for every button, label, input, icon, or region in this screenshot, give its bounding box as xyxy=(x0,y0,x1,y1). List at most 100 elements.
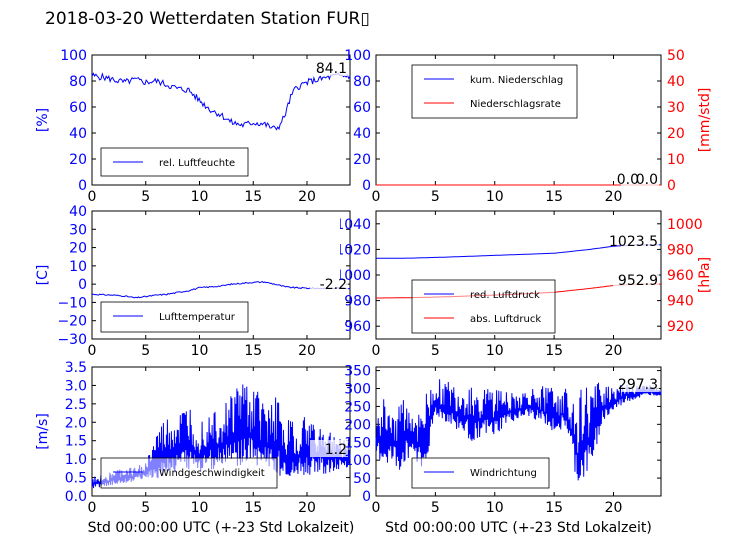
y-tick-label: 2.5 xyxy=(65,397,87,413)
legend-box xyxy=(411,64,578,119)
x-tick-label: 10 xyxy=(191,189,209,205)
y-tick-label: 20 xyxy=(353,152,371,168)
y2-tick-label: 1000 xyxy=(667,217,703,233)
plot-frame xyxy=(91,366,351,497)
y-tick-label: 100 xyxy=(344,453,371,469)
x-tick-label: 0 xyxy=(372,500,381,516)
current-value-label: 1.2 xyxy=(325,442,347,458)
plot-frame xyxy=(91,210,351,340)
y2-tick-label: 40 xyxy=(667,74,685,90)
current-value-background xyxy=(310,59,348,76)
x-tick-label: 15 xyxy=(244,189,262,205)
x-tick-label: 0 xyxy=(88,500,97,516)
precipitation-chart: 05101520020406080100[mm]01020304050[mm/s… xyxy=(344,48,713,205)
y-tick-label: 1.5 xyxy=(65,434,87,450)
x-tick-label: 0 xyxy=(88,343,97,359)
y-tick-label: 250 xyxy=(344,399,371,415)
y-tick-label: 50 xyxy=(353,471,371,487)
y-tick-label: 60 xyxy=(69,100,87,116)
y-tick-label: 20 xyxy=(69,241,87,257)
x-tick-label: 15 xyxy=(244,500,262,516)
current-value-2-label: 952.9 xyxy=(618,273,658,289)
y-tick-label: 0 xyxy=(78,277,87,293)
plot-frame xyxy=(91,54,351,186)
legend-box xyxy=(411,279,556,334)
y-tick-label: 30 xyxy=(69,222,87,238)
y-tick-label: 200 xyxy=(344,417,371,433)
current-value-label: 0.0 xyxy=(636,172,658,188)
current-value-background xyxy=(621,375,659,392)
y2-tick-label: 30 xyxy=(667,100,685,116)
y2-axis-label: [hPa] xyxy=(697,257,713,293)
legend-label: red. Luftdruck xyxy=(470,290,540,301)
y-tick-label: 100 xyxy=(344,48,371,64)
series-line xyxy=(91,72,351,131)
y2-tick-label: 0 xyxy=(667,178,676,194)
x-tick-label: 15 xyxy=(244,343,262,359)
y-tick-label: 40 xyxy=(69,126,87,142)
legend-label: rel. Luftfeuchte xyxy=(159,158,235,169)
x-tick-label: 10 xyxy=(486,500,504,516)
y-tick-label: 40 xyxy=(353,126,371,142)
y-tick-label: 20 xyxy=(69,152,87,168)
x-tick-label: 5 xyxy=(431,343,440,359)
plot-frame xyxy=(375,366,662,497)
x-tick-label: 15 xyxy=(545,189,563,205)
y-tick-label: 980 xyxy=(344,294,371,310)
x-tick-label: 10 xyxy=(486,343,504,359)
y2-axis-label: [mm/std] xyxy=(697,88,713,153)
y-axis-label: [C] xyxy=(35,265,51,286)
x-tick-label: 5 xyxy=(141,189,150,205)
y-tick-label: 3.0 xyxy=(65,378,87,394)
y2-tick-label: 980 xyxy=(667,242,694,258)
y2-tick-label: 10 xyxy=(667,152,685,168)
y2-tick-label: 20 xyxy=(667,126,685,142)
x-axis-label: Std 00:00:00 UTC (+-23 Std Lokalzeit) xyxy=(88,520,355,536)
wind-speed-chart: 0 5 10 15 20 0.0 0.5 1.0 1.5 2.0 2.5 3.0 3.5 [m/s] Std… xyxy=(35,360,355,536)
y-tick-label: 0 xyxy=(78,178,87,194)
x-tick-label: 10 xyxy=(486,189,504,205)
y-tick-label: 60 xyxy=(353,100,371,116)
legend-label: kum. Niederschlag xyxy=(470,75,563,86)
y-tick-label: 1.0 xyxy=(65,452,87,468)
legend-box xyxy=(100,301,249,333)
current-value-background xyxy=(621,232,659,249)
legend-box xyxy=(100,457,278,489)
series-line xyxy=(375,379,662,481)
legend-label: Windrichtung xyxy=(470,468,537,479)
y-tick-label: 40 xyxy=(69,204,87,220)
current-value-background xyxy=(310,275,348,292)
temperature-chart: 0 5 10 15 20 −30 −20 −10 0 10 20 30 40 [C] Lufttempera… xyxy=(35,204,351,359)
y-tick-label: 0.0 xyxy=(65,489,87,505)
y-tick-label: 0 xyxy=(362,178,371,194)
y-tick-label: 350 xyxy=(344,364,371,380)
current-value-background xyxy=(310,440,348,457)
current-value-background xyxy=(621,170,659,187)
legend-label: Niederschlagsrate xyxy=(470,99,561,110)
x-tick-label: 20 xyxy=(298,343,316,359)
current-value-label: -2.2 xyxy=(320,277,347,293)
legend-label: Windgeschwindigkeit xyxy=(159,468,265,479)
y-tick-label: 0.5 xyxy=(65,471,87,487)
x-tick-label: 5 xyxy=(141,343,150,359)
y-tick-label: 960 xyxy=(344,319,371,335)
x-tick-label: 0 xyxy=(88,189,97,205)
x-tick-label: 20 xyxy=(605,343,623,359)
y-tick-label: 300 xyxy=(344,382,371,398)
x-tick-label: 20 xyxy=(298,500,316,516)
current-value-2-background xyxy=(613,271,659,288)
y-tick-label: 2.0 xyxy=(65,415,87,431)
legend-label: abs. Luftdruck xyxy=(470,314,541,325)
y-tick-label: 3.5 xyxy=(65,360,87,376)
page-title: 2018-03-20 Wetterdaten Station FUR▯ xyxy=(45,9,370,29)
x-tick-label: 20 xyxy=(605,500,623,516)
x-tick-label: 0 xyxy=(372,343,381,359)
y-tick-label: 10 xyxy=(69,259,87,275)
y-tick-label: 0 xyxy=(362,489,371,505)
y-tick-label: 150 xyxy=(344,435,371,451)
y2-tick-label: 940 xyxy=(667,294,694,310)
